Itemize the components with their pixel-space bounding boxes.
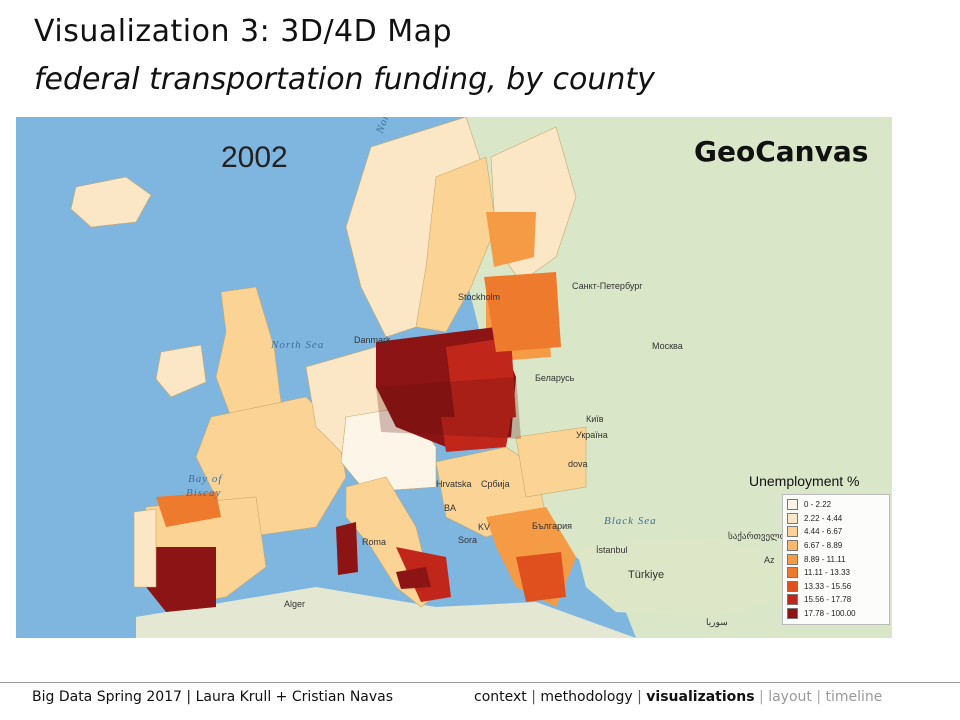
label-kyiv: Київ xyxy=(586,414,604,424)
legend-swatch xyxy=(787,526,798,538)
legend-entry: 6.67 - 8.89 xyxy=(787,539,885,553)
legend-swatch xyxy=(787,567,798,579)
legend-entry: 11.11 - 13.33 xyxy=(787,566,885,580)
legend-entry: 13.33 - 15.56 xyxy=(787,580,885,594)
legend-label: 6.67 - 8.89 xyxy=(804,541,843,551)
label-ukraine: Україна xyxy=(576,430,608,440)
nav-separator: | xyxy=(811,689,826,705)
legend-title: Unemployment % xyxy=(749,473,860,489)
legend-label: 0 - 2.22 xyxy=(804,500,832,510)
land-uk xyxy=(215,286,282,418)
land-sweden xyxy=(415,156,497,333)
label-hrvatska: Hrvatska xyxy=(436,479,472,489)
land-spain-north xyxy=(156,492,221,527)
land-north-africa xyxy=(136,587,636,638)
label-belarus: Беларусь xyxy=(535,373,575,383)
slide-subtitle: federal transportation funding, by count… xyxy=(34,62,655,97)
label-algiers: Alger xyxy=(284,599,306,609)
label-georgia: საქართველო xyxy=(728,531,787,541)
legend-swatch xyxy=(787,608,798,620)
label-north-sea: North Sea xyxy=(271,339,325,351)
map-year: 2002 xyxy=(221,141,288,174)
label-kv: KV xyxy=(478,522,491,532)
legend-box: 0 - 2.22 2.22 - 4.44 4.44 - 6.67 6.67 - 8.8… xyxy=(782,494,890,626)
land-portugal xyxy=(133,508,157,588)
label-istanbul: İstanbul xyxy=(596,545,628,555)
legend-swatch xyxy=(787,512,798,524)
label-biscay: Biscay xyxy=(186,487,222,499)
legend-entry: 4.44 - 6.67 xyxy=(787,525,885,539)
label-srbija: Србија xyxy=(481,479,510,489)
legend-entry: 8.89 - 11.11 xyxy=(787,552,885,566)
land-slovakia xyxy=(441,417,511,452)
nav-separator: | xyxy=(754,689,769,705)
extrusion-shading xyxy=(376,377,521,439)
legend-label: 4.44 - 6.67 xyxy=(804,527,843,537)
label-bay-of: Bay of xyxy=(188,473,223,485)
nav-link-methodology[interactable]: methodology xyxy=(540,689,633,705)
nav-link-timeline[interactable]: timeline xyxy=(825,689,883,705)
land-andalusia xyxy=(146,547,216,612)
land-ireland xyxy=(155,344,207,398)
legend-entry: 15.56 - 17.78 xyxy=(787,593,885,607)
legend-swatch xyxy=(787,540,798,552)
map-canvas xyxy=(70,117,892,638)
slide-title: Visualization 3: 3D/4D Map xyxy=(34,14,453,49)
land-poland-east xyxy=(446,337,516,427)
legend-swatch xyxy=(787,553,798,565)
legend-label: 15.56 - 17.78 xyxy=(804,595,852,605)
nav-separator: | xyxy=(632,689,647,705)
legend-swatch xyxy=(787,594,798,606)
europe-map[interactable]: 2002 GeoCanvas North Sea Bay of Biscay B… xyxy=(16,117,892,638)
label-ba: BA xyxy=(444,503,457,513)
legend-label: 17.78 - 100.00 xyxy=(804,609,856,619)
legend-label: 8.89 - 11.11 xyxy=(804,554,846,564)
land-sicily xyxy=(396,567,431,589)
label-syria: سوريا xyxy=(706,617,728,627)
nav-link-visualizations[interactable]: visualizations xyxy=(646,689,755,705)
land-greece-south xyxy=(516,552,566,602)
legend-entry: 17.78 - 100.00 xyxy=(787,607,885,621)
land-iceland xyxy=(70,176,152,228)
nav-separator: | xyxy=(526,689,541,705)
geocanvas-logo: GeoCanvas xyxy=(694,135,869,168)
legend-entry: 2.22 - 4.44 xyxy=(787,512,885,526)
label-sora: Sora xyxy=(458,535,478,545)
footer-nav: context | methodology | visualizations |… xyxy=(474,689,882,705)
legend-entry: 0 - 2.22 xyxy=(787,498,885,512)
legend-swatch xyxy=(787,580,798,592)
label-moscow: Москва xyxy=(652,341,683,351)
nav-link-context[interactable]: context xyxy=(474,689,527,705)
legend-swatch xyxy=(787,499,798,511)
label-stockholm: Stockholm xyxy=(458,292,501,302)
land-lapland xyxy=(486,212,536,267)
land-turkey xyxy=(576,537,786,617)
land-sardinia xyxy=(336,522,358,575)
legend-label: 2.22 - 4.44 xyxy=(804,513,843,523)
label-bulgaria: Бългapия xyxy=(532,521,572,531)
label-turkiye: Türkiye xyxy=(628,569,665,581)
label-st-petersburg: Санкт-Петербург xyxy=(572,281,643,291)
land-romania xyxy=(515,426,587,498)
nav-link-layout[interactable]: layout xyxy=(768,689,812,705)
footer-credits: Big Data Spring 2017 | Laura Krull + Cri… xyxy=(32,689,394,705)
label-roma: Roma xyxy=(362,537,387,547)
label-az: Az xyxy=(764,555,775,565)
legend-label: 13.33 - 15.56 xyxy=(804,581,852,591)
label-moldova: dova xyxy=(568,459,588,469)
land-lithuania xyxy=(484,272,561,352)
legend-label: 11.11 - 13.33 xyxy=(804,568,850,578)
label-black-sea: Black Sea xyxy=(604,515,657,527)
footer-divider xyxy=(0,682,960,683)
label-danmark: Danmark xyxy=(354,335,391,345)
